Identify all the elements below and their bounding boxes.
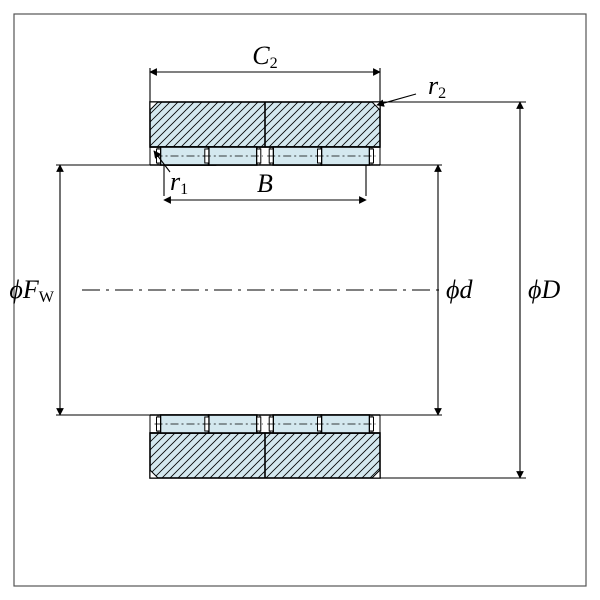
label-B: B	[257, 169, 273, 198]
bearing-cross-section-diagram: C2 r2 r1 BϕFW ϕd ϕD	[0, 0, 600, 600]
geometry-group	[82, 102, 440, 478]
label-C2: C2	[252, 41, 277, 72]
label-Fw: ϕFW	[9, 275, 54, 306]
label-D: ϕD	[528, 275, 560, 304]
label-r1: r1	[170, 167, 188, 198]
outer-border	[14, 14, 586, 586]
label-r2: r2	[428, 71, 446, 102]
label-d: ϕd	[446, 275, 473, 304]
labels-group: C2 r2 r1 BϕFW ϕd ϕD	[9, 41, 560, 306]
